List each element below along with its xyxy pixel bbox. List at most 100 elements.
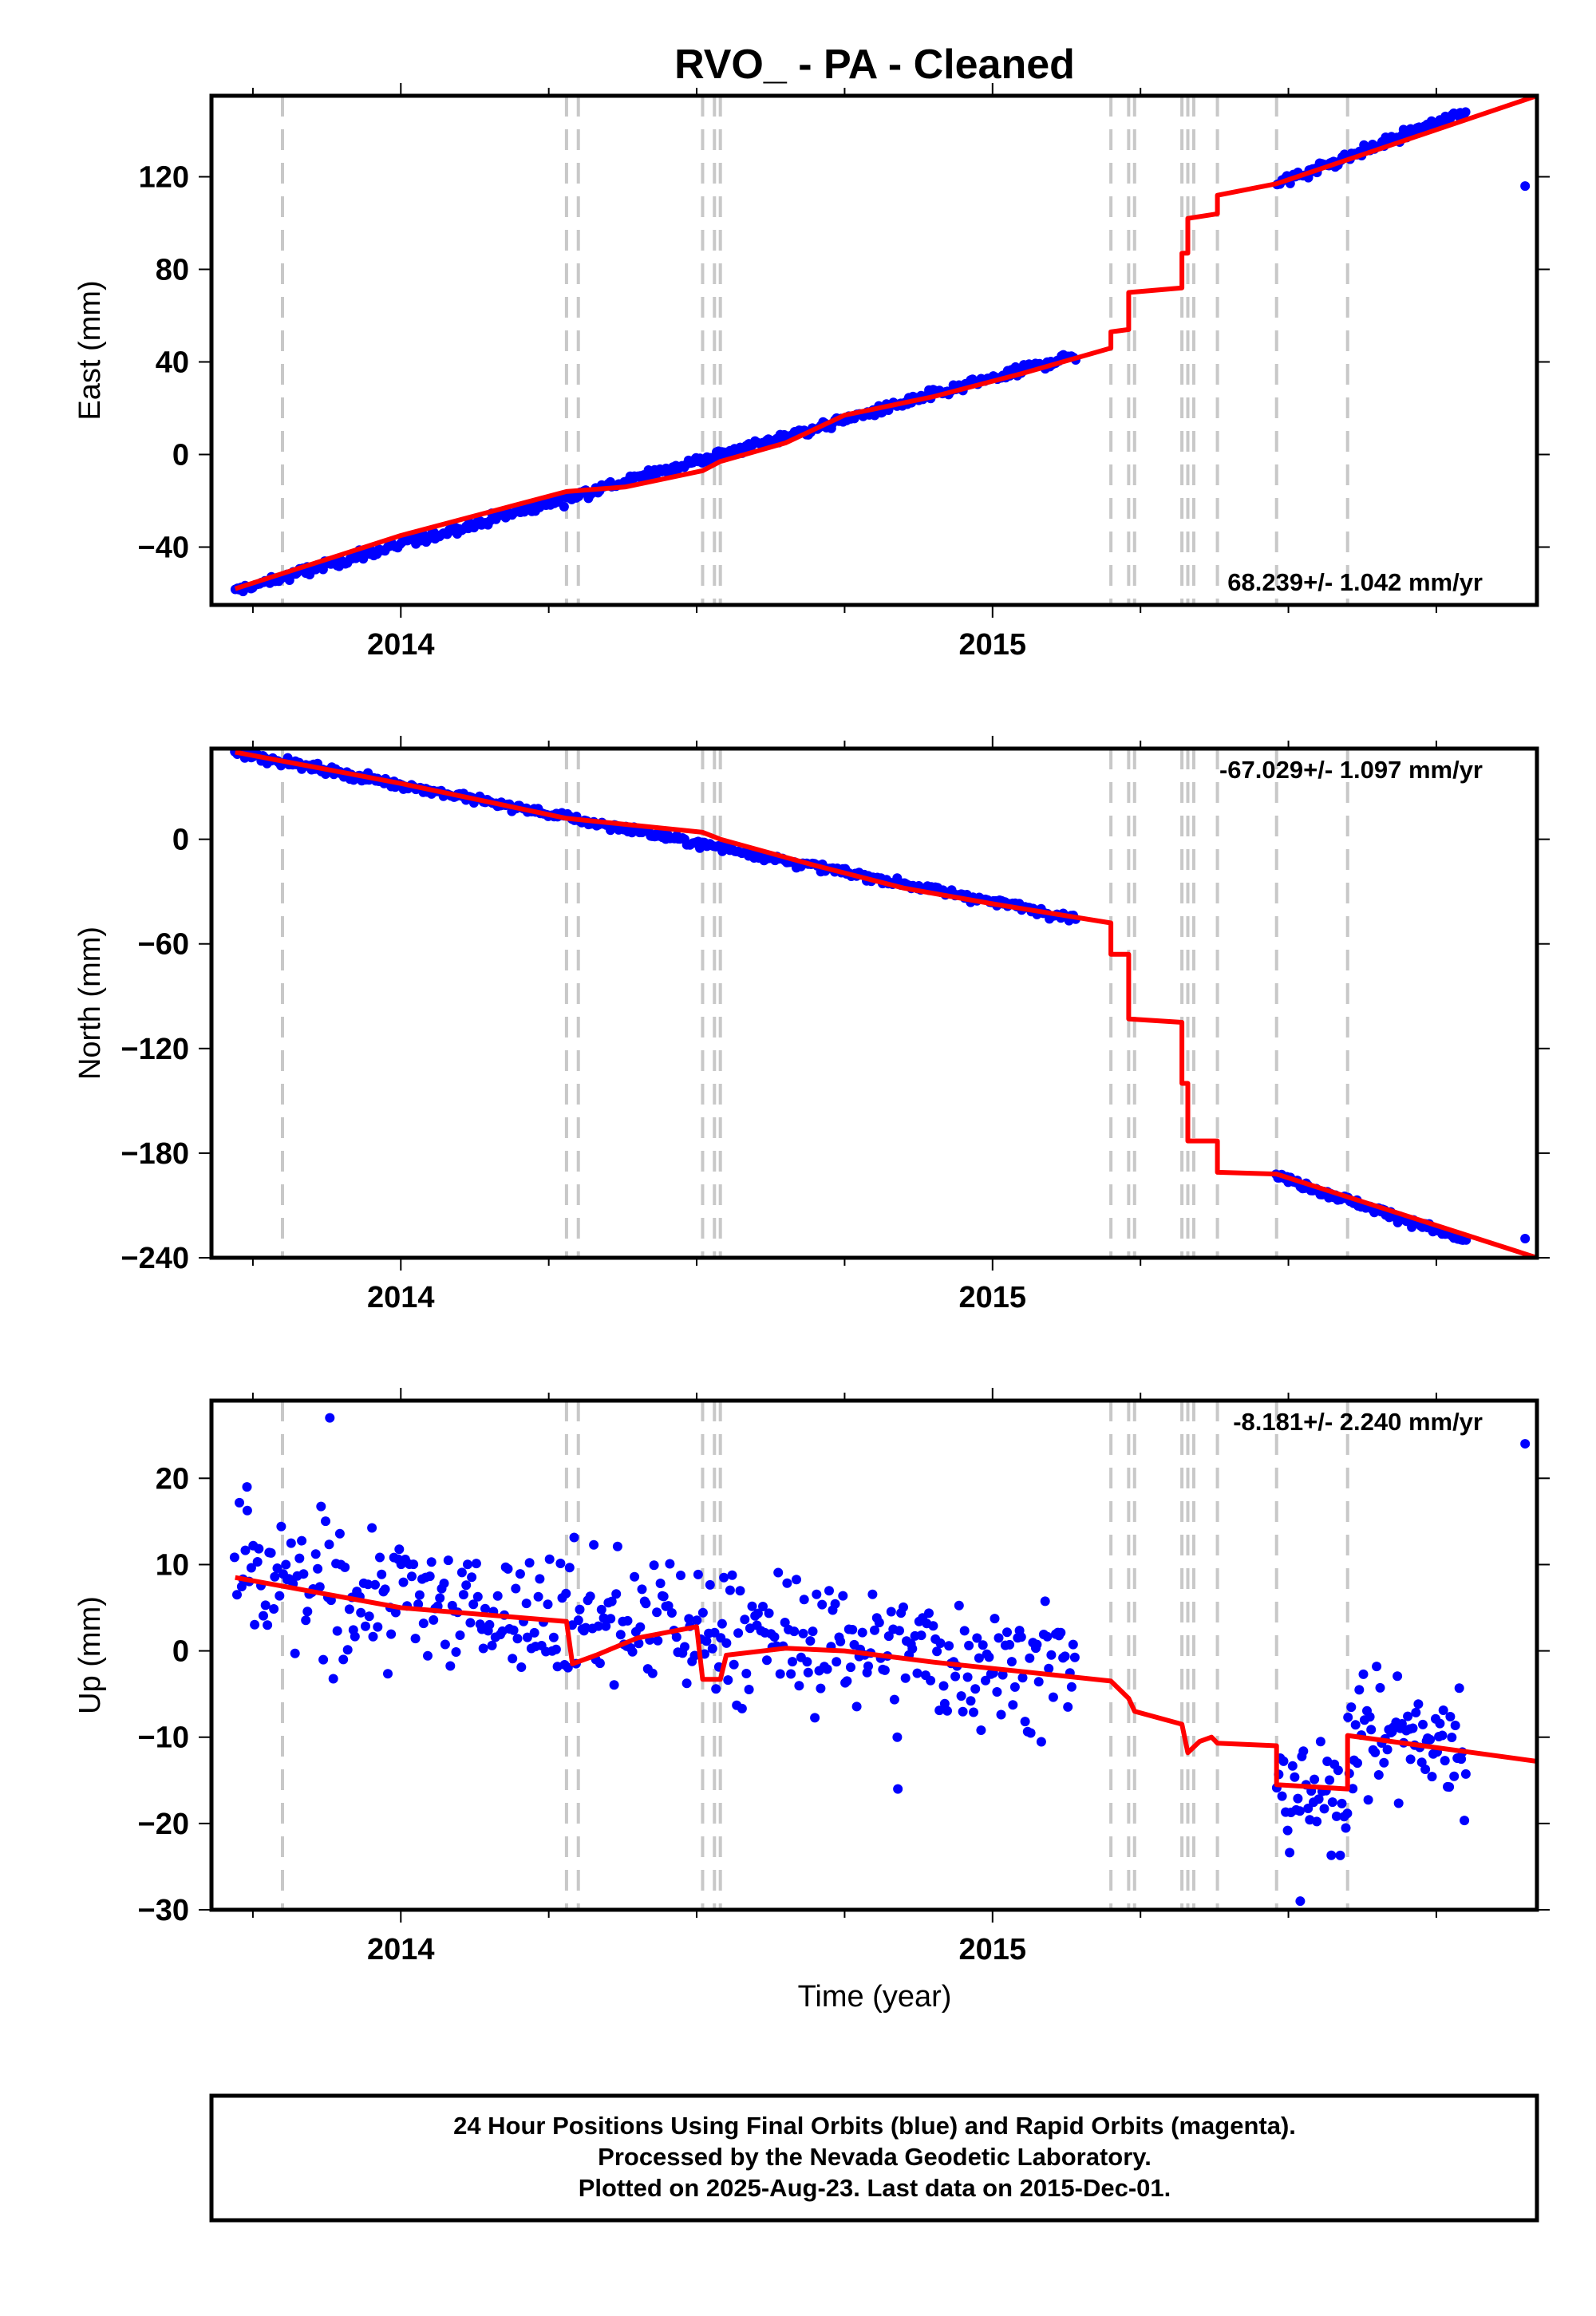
data-point (383, 1669, 393, 1679)
data-point (792, 1575, 801, 1585)
data-point (361, 1621, 370, 1631)
x-axis-label: Time (year) (798, 1980, 952, 2014)
y-axis-label: Up (mm) (73, 1596, 107, 1714)
data-point (1454, 1683, 1464, 1694)
data-point (1017, 1673, 1028, 1683)
plot-frame (209, 93, 1539, 607)
chart-title: RVO_ - PA - Cleaned (674, 41, 1075, 88)
data-point (410, 1634, 421, 1644)
y-tick-label: 0 (172, 1635, 189, 1669)
data-point (692, 1615, 702, 1626)
data-point (803, 1667, 813, 1678)
data-point (375, 1552, 385, 1563)
data-point (1411, 1707, 1421, 1717)
data-point (275, 1591, 285, 1601)
data-point (314, 1582, 325, 1592)
data-point (1393, 1671, 1403, 1682)
model-fit-line (235, 1575, 1537, 1792)
data-point (281, 1559, 291, 1570)
data-point (260, 1600, 271, 1611)
data-point (325, 1413, 335, 1423)
data-point (924, 1608, 934, 1618)
data-point (1025, 1728, 1036, 1738)
data-point (467, 1572, 477, 1583)
data-point (870, 1625, 879, 1635)
y-tick-label: −20 (138, 1808, 189, 1841)
data-point (1278, 1756, 1289, 1766)
data-point (298, 1569, 309, 1579)
data-point (350, 1631, 360, 1642)
data-point (328, 1674, 338, 1684)
rate-label: -8.181+/- 2.240 mm/yr (1233, 1408, 1483, 1436)
data-point (609, 1680, 619, 1690)
data-point (297, 1535, 307, 1546)
data-point (676, 1571, 685, 1580)
data-point (468, 1599, 479, 1610)
data-point (721, 1638, 732, 1648)
y-tick-label: −60 (138, 928, 189, 962)
data-point (435, 1593, 445, 1603)
data-point (425, 1571, 435, 1582)
data-point (1056, 1627, 1066, 1638)
data-point (440, 1639, 450, 1650)
data-point (564, 1563, 575, 1573)
y-tick-label: −40 (138, 532, 189, 565)
plot-frame (209, 746, 1539, 1260)
data-point (338, 1654, 349, 1665)
data-point (585, 1591, 595, 1602)
data-point (1319, 1804, 1329, 1814)
data-point (735, 1586, 745, 1596)
data-point (1341, 1823, 1351, 1833)
data-point (810, 1713, 820, 1723)
panel-up: −30 −20 −10 0 10 20 2014 2015 Up (mm) -8.181+/- 2… (73, 1388, 1550, 1966)
data-point (606, 1596, 617, 1607)
data-point (1036, 1737, 1046, 1747)
data-point (492, 1591, 503, 1601)
rate-label: -67.029+/- 1.097 mm/yr (1219, 756, 1483, 784)
x-tick-label: 2015 (959, 1281, 1027, 1314)
footer-line-1: 24 Hour Positions Using Final Orbits (bl… (453, 2112, 1296, 2140)
data-point (1042, 1631, 1053, 1642)
data-point (429, 1614, 439, 1625)
data-point (1069, 1652, 1080, 1662)
data-point (318, 564, 328, 575)
data-point (1435, 1718, 1445, 1729)
data-point (364, 1611, 374, 1622)
data-point (863, 1661, 873, 1671)
y-tick-label: 0 (172, 824, 189, 857)
data-point (1290, 1772, 1300, 1782)
data-point (689, 1650, 700, 1661)
data-point (456, 1567, 467, 1578)
data-point (575, 1604, 585, 1614)
data-point (954, 1600, 964, 1611)
data-point (942, 1705, 952, 1716)
data-point (563, 1662, 573, 1673)
data-point (701, 1636, 712, 1646)
data-point (269, 1604, 279, 1614)
data-point (301, 1615, 311, 1626)
data-point (465, 1618, 476, 1628)
data-point (1427, 1772, 1437, 1782)
x-tick-label: 2015 (959, 628, 1027, 662)
data-point (250, 1619, 260, 1630)
data-point (762, 1655, 772, 1666)
data-point (559, 501, 569, 512)
data-point (741, 1669, 752, 1678)
data-point (1363, 1795, 1373, 1805)
data-point (511, 1583, 521, 1594)
data-point (727, 1570, 737, 1580)
data-point (380, 1584, 390, 1595)
data-point (1025, 1653, 1035, 1663)
footer-line-2: Processed by the Nevada Geodetic Laborat… (598, 2143, 1152, 2171)
data-point (521, 1599, 531, 1609)
data-point (409, 1559, 419, 1570)
data-point (471, 1559, 481, 1569)
data-point (1405, 1754, 1416, 1765)
data-point (705, 1579, 715, 1590)
data-point (817, 1599, 828, 1610)
data-point (1287, 1761, 1298, 1771)
data-point (926, 1675, 936, 1686)
data-point (1006, 1657, 1017, 1667)
data-point (512, 1634, 523, 1644)
data-point (1314, 1794, 1324, 1804)
